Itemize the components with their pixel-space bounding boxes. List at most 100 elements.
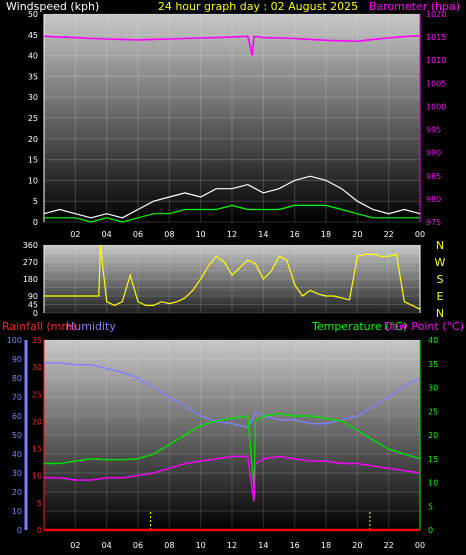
humidity-tick-label: 0 <box>17 526 22 535</box>
barometer-tick-label: 990 <box>426 149 441 158</box>
x-tick-label: 20 <box>352 230 362 239</box>
barometer-tick-label: 975 <box>426 218 441 227</box>
barometer-tick-label: 1005 <box>426 79 446 88</box>
temperature-tick-label: 5 <box>428 502 433 511</box>
wind-tick-label: 15 <box>28 156 38 165</box>
series-line-0 <box>44 244 421 310</box>
temperature-tick-label: 0 <box>428 526 433 535</box>
compass-label: N <box>436 307 444 320</box>
x-tick-label: 02 <box>70 541 80 550</box>
chart-title: 24 hour graph day : 02 August 2025 <box>158 0 358 13</box>
rain-tick-label: 15 <box>32 445 42 454</box>
x-tick-label: 14 <box>258 230 268 239</box>
dewpoint-axis-label: Dew Point (°C) <box>384 320 464 333</box>
humidity-tick-label: 60 <box>12 412 22 421</box>
humidity-tick-label: 70 <box>12 393 22 402</box>
wind-tick-label: 45 <box>28 31 38 40</box>
wind-tick-label: 30 <box>28 93 38 102</box>
x-tick-label: 18 <box>321 541 331 550</box>
temperature-tick-label: 40 <box>428 336 438 345</box>
x-tick-label: 16 <box>290 541 300 550</box>
humidity-tick-label: 90 <box>12 355 22 364</box>
series-line-2 <box>44 455 421 502</box>
wind-tick-label: 20 <box>28 135 38 144</box>
rainfall-axis-label: Rainfall (mm) <box>2 320 76 333</box>
direction-tick-label: 270 <box>23 258 38 267</box>
series-line-1 <box>44 412 421 488</box>
x-tick-label: 06 <box>133 541 143 550</box>
x-tick-label: 16 <box>290 230 300 239</box>
humidity-tick-label: 100 <box>7 336 22 345</box>
wind-tick-label: 10 <box>28 176 38 185</box>
humidity-tick-label: 30 <box>12 469 22 478</box>
barometer-tick-label: 1000 <box>426 102 446 111</box>
humidity-axis-label: Humidity <box>66 320 116 333</box>
x-tick-label: 20 <box>352 541 362 550</box>
direction-tick-label: 45 <box>28 301 38 310</box>
direction-tick-label: 90 <box>28 292 38 301</box>
rain-tick-label: 20 <box>32 417 42 426</box>
humidity-tick-label: 50 <box>12 431 22 440</box>
humidity-tick-label: 20 <box>12 488 22 497</box>
temperature-tick-label: 35 <box>428 360 438 369</box>
barometer-tick-label: 1020 <box>426 10 446 19</box>
temperature-tick-label: 10 <box>428 479 438 488</box>
compass-label: E <box>437 290 444 303</box>
temperature-tick-label: 25 <box>428 407 438 416</box>
direction-tick-label: 360 <box>23 241 38 250</box>
x-tick-label: 02 <box>70 230 80 239</box>
rain-tick-label: 25 <box>32 390 42 399</box>
x-tick-label: 10 <box>196 230 206 239</box>
wind-tick-label: 50 <box>28 10 38 19</box>
x-tick-label: 08 <box>164 541 174 550</box>
barometer-tick-label: 1010 <box>426 56 446 65</box>
barometer-axis-label: Barometer (hpa) <box>369 0 460 13</box>
wind-axis-label: Windspeed (kph) <box>6 0 99 13</box>
rain-tick-label: 10 <box>32 472 42 481</box>
x-tick-label: 00 <box>415 230 425 239</box>
wind-tick-label: 40 <box>28 52 38 61</box>
series-line-0 <box>44 362 421 429</box>
x-tick-label: 04 <box>102 541 112 550</box>
humidity-tick-label: 80 <box>12 374 22 383</box>
rain-tick-label: 0 <box>37 526 42 535</box>
wind-tick-label: 35 <box>28 72 38 81</box>
x-tick-label: 08 <box>164 230 174 239</box>
temperature-axis-label: Temperature (°C) <box>311 320 407 333</box>
panel-3-background <box>44 340 420 530</box>
compass-label: S <box>437 273 444 286</box>
compass-label: W <box>435 256 446 269</box>
wind-tick-label: 25 <box>28 114 38 123</box>
x-tick-label: 18 <box>321 230 331 239</box>
temperature-tick-label: 20 <box>428 431 438 440</box>
panel-temperature-humidity: 0102030405060708090100051015202530350510… <box>7 336 438 550</box>
rain-tick-label: 30 <box>32 363 42 372</box>
x-tick-label: 06 <box>133 230 143 239</box>
direction-tick-label: 0 <box>33 309 38 318</box>
x-tick-label: 00 <box>415 541 425 550</box>
x-tick-label: 14 <box>258 541 268 550</box>
wind-tick-label: 5 <box>33 197 38 206</box>
series-line-0 <box>43 34 421 56</box>
series-line-1 <box>43 175 421 219</box>
wind-tick-label: 0 <box>33 218 38 227</box>
humidity-tick-label: 10 <box>12 507 22 516</box>
temperature-tick-label: 30 <box>428 384 438 393</box>
series-line-2 <box>44 204 420 223</box>
direction-tick-label: 180 <box>23 275 38 284</box>
x-tick-label: 04 <box>102 230 112 239</box>
x-tick-label: 10 <box>196 541 206 550</box>
barometer-tick-label: 1015 <box>426 33 446 42</box>
barometer-tick-label: 985 <box>426 172 441 181</box>
panel-wind-barometer: 0510152025303540455097598098599099510001… <box>28 10 447 239</box>
x-tick-label: 22 <box>384 230 394 239</box>
compass-label: N <box>436 239 444 252</box>
x-tick-label: 12 <box>227 541 237 550</box>
temperature-tick-label: 15 <box>428 455 438 464</box>
x-tick-label: 22 <box>384 541 394 550</box>
rain-tick-label: 5 <box>37 499 42 508</box>
panel-1-background <box>44 14 420 222</box>
barometer-tick-label: 980 <box>426 195 441 204</box>
